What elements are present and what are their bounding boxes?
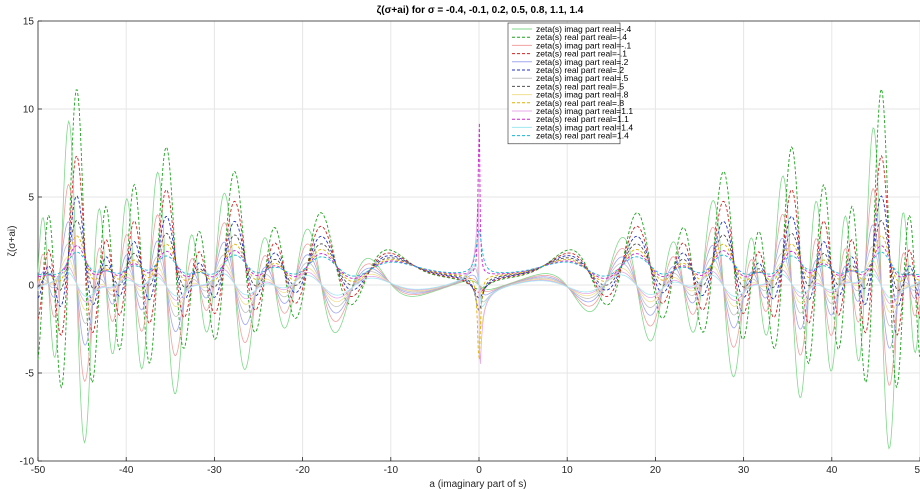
x-tick-label: 0 [476, 465, 482, 476]
legend-entry: zeta(s) real part real=-.1 [536, 49, 627, 59]
y-axis-label: ζ(σ+ai) [7, 226, 18, 257]
series-line-11 [37, 199, 920, 364]
x-tick-label: 40 [826, 465, 838, 476]
x-tick-label: 50 [914, 465, 920, 476]
legend-entry: zeta(s) imag part real=-.1 [536, 40, 631, 50]
series-line-10 [37, 235, 920, 360]
legend-entry: zeta(s) imag part real=1.1 [536, 106, 633, 116]
x-tick-label: -20 [295, 465, 310, 476]
y-tick-label: 15 [23, 17, 35, 28]
series-lines [37, 87, 920, 450]
x-tick-label: 30 [738, 465, 750, 476]
legend-entry: zeta(s) imag part real=.5 [536, 73, 629, 83]
grid [37, 20, 920, 462]
x-tick-label: -10 [384, 465, 399, 476]
y-tick-label: 10 [23, 105, 35, 116]
legend-entry: zeta(s) real part real=-.4 [536, 32, 627, 42]
legend-entry: zeta(s) real part real=.8 [536, 98, 624, 108]
legend-entry: zeta(s) imag part real=-.4 [536, 24, 631, 34]
legend-entry: zeta(s) real part real=1.4 [536, 131, 629, 141]
x-tick-label: 20 [650, 465, 662, 476]
x-tick-label: -40 [119, 465, 134, 476]
series-line-14 [37, 229, 920, 277]
legend-entry: zeta(s) imag part real=1.4 [536, 122, 633, 132]
legend-box [507, 22, 621, 145]
chart-title: ζ(σ+ai) for σ = -0.4, -0.1, 0.2, 0.5, 0.… [377, 5, 584, 16]
axes [37, 20, 920, 462]
y-tick-label: 0 [28, 281, 34, 292]
legend-entry: zeta(s) real part real=.2 [536, 65, 624, 75]
series-line-12 [37, 122, 920, 279]
series-line-13 [37, 263, 920, 308]
x-tick-label: 10 [562, 465, 574, 476]
y-tick-label: 5 [28, 193, 34, 204]
legend-entry: zeta(s) imag part real=.2 [536, 57, 629, 67]
x-tick-label: -30 [207, 465, 222, 476]
y-tick-label: -5 [25, 369, 34, 380]
legend-entry: zeta(s) real part real=1.1 [536, 114, 629, 124]
legend-entry: zeta(s) real part real=.5 [536, 81, 624, 91]
y-tick-label: -10 [20, 457, 35, 468]
x-tick-label: -50 [31, 465, 46, 476]
x-axis-label: a (imaginary part of s) [429, 479, 526, 490]
legend-entry: zeta(s) imag part real=.8 [536, 90, 629, 100]
